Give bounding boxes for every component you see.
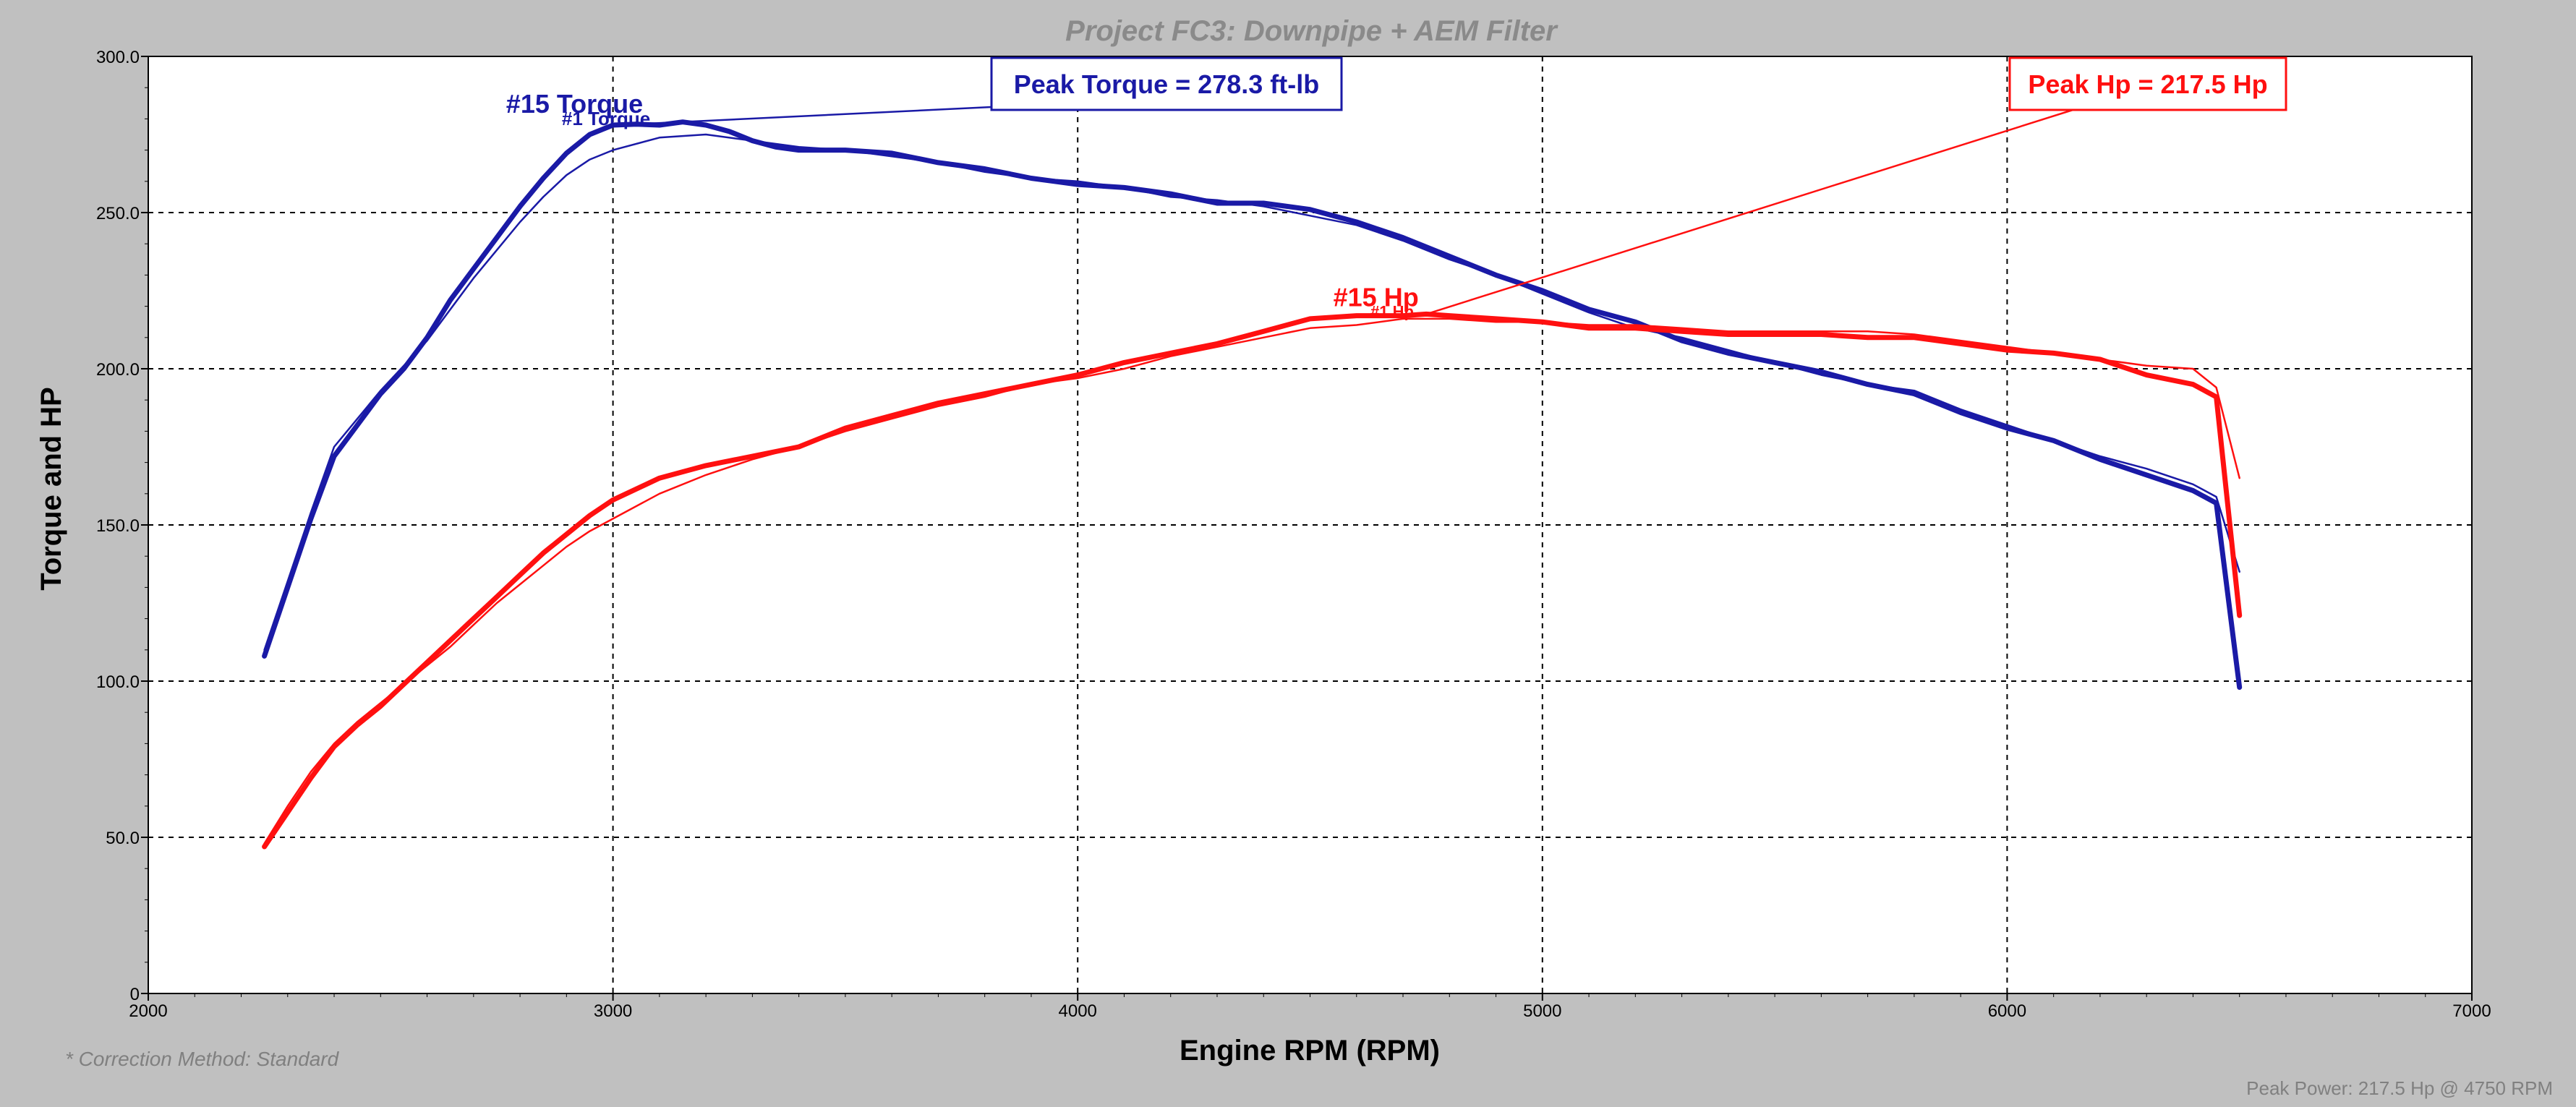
run-1-hp-line bbox=[263, 317, 2240, 845]
peak-annotations: Peak Torque = 278.3 ft-lb Peak Hp = 217.5… bbox=[636, 56, 2287, 315]
grid-lines bbox=[148, 56, 2472, 993]
x-tick-label: 7000 bbox=[2452, 1001, 2491, 1021]
peak-power-note: Peak Power: 217.5 Hp @ 4750 RPM bbox=[2246, 1077, 2553, 1099]
y-tick-label: 200.0 bbox=[96, 360, 140, 380]
x-tick-label: 6000 bbox=[1988, 1001, 2026, 1021]
y-tick-label: 0 bbox=[130, 985, 140, 1004]
y-tick-label: 100.0 bbox=[96, 672, 140, 692]
y-tick-label: 300.0 bbox=[96, 48, 140, 67]
label-torque-15: #15 Torque bbox=[506, 89, 643, 119]
correction-method-note: * Correction Method: Standard bbox=[65, 1048, 340, 1070]
x-axis-label: Engine RPM (RPM) bbox=[1180, 1035, 1440, 1067]
y-axis-label: Torque and HP bbox=[35, 387, 67, 590]
peak-torque-label: Peak Torque = 278.3 ft-lb bbox=[1014, 69, 1319, 99]
peak-torque-leader-line bbox=[636, 106, 992, 125]
series-labels: #15 Torque#1 Torque #15 Hp#1 Hp bbox=[506, 89, 1419, 321]
label-hp-1: #1 Hp bbox=[1370, 303, 1414, 321]
peak-hp-label: Peak Hp = 217.5 Hp bbox=[2028, 69, 2267, 99]
y-tick-label: 50.0 bbox=[106, 829, 140, 848]
x-tick-label: 4000 bbox=[1059, 1001, 1097, 1021]
x-tick-label: 5000 bbox=[1523, 1001, 1561, 1021]
label-hp-15: #15 Hp bbox=[1334, 283, 1419, 312]
x-tick-label: 2000 bbox=[129, 1001, 167, 1021]
peak-hp-leader-line bbox=[1425, 106, 2083, 315]
series-lines bbox=[262, 119, 2243, 850]
x-tick-label: 3000 bbox=[594, 1001, 632, 1021]
y-tick-label: 150.0 bbox=[96, 516, 140, 536]
peak-hp-box bbox=[2008, 56, 2287, 111]
y-tick-label: 250.0 bbox=[96, 204, 140, 223]
axis-ticks: 0 50.0 100.0 150.0 200.0 250.0 300.0 2000 3000 40… bbox=[96, 48, 2491, 1021]
run-1-torque-line bbox=[263, 133, 2240, 651]
label-torque-1: #1 Torque bbox=[562, 108, 650, 129]
peak-torque-box bbox=[990, 56, 1343, 111]
chart-title: Project FC3: Downpipe + AEM Filter bbox=[1065, 15, 1558, 47]
run-15-hp-line bbox=[262, 311, 2243, 850]
